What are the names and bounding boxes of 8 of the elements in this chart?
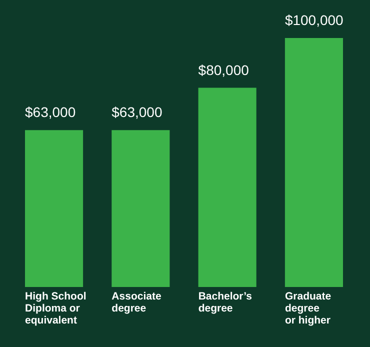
x-tick-label: Graduate degree or higher: [284, 290, 332, 326]
data-label: $100,000: [284, 12, 344, 28]
data-label: $63,000: [25, 104, 76, 120]
data-label: $63,000: [112, 104, 162, 120]
x-tick-label: Bachelor’s degree: [198, 290, 252, 314]
x-tick-label: High School Diploma or equivalent: [25, 290, 86, 326]
x-tick-label: Associate degree: [112, 290, 162, 314]
data-label: $80,000: [198, 62, 250, 78]
